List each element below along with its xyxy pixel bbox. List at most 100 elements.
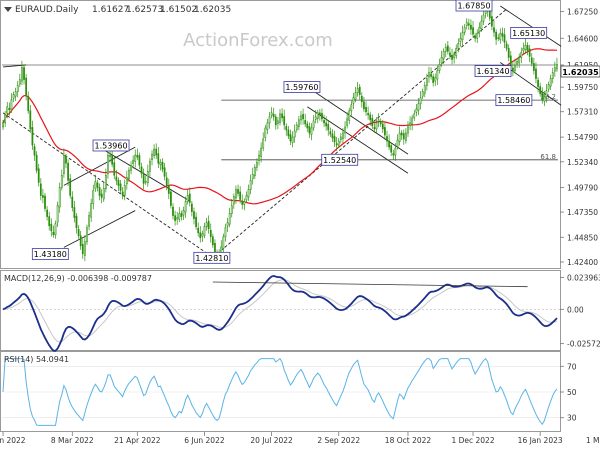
rsi-tick-label: 30 [567,414,577,423]
candle-body [260,147,262,157]
symbol-title: EURAUD.Daily [15,5,79,15]
candle-body [146,170,149,184]
candle-body [121,191,124,196]
candle-body [350,104,353,112]
candle-body [232,196,235,205]
candle-body [421,91,424,97]
falling-channel-upper-2 [500,5,562,47]
candle-body [195,216,197,227]
candle-body [455,48,458,57]
candle-body [553,67,556,72]
time-tick-label: 21 Apr 2022 [114,436,161,445]
level-box [495,94,533,107]
candle-body [149,160,151,172]
candle-body [279,113,281,123]
caret-down-icon[interactable] [4,7,12,12]
candle-body [520,52,523,58]
candle-body [214,243,216,254]
candle-body [482,14,485,22]
level-box [283,81,321,93]
candle-body [31,127,34,146]
candle-body [535,68,537,79]
candle-body [541,91,544,101]
rsi-tick-label: 50 [567,388,577,397]
candle-body [207,220,210,230]
candle-body [337,140,340,146]
candle-body [342,132,344,139]
candle-body [2,122,4,128]
candle-body [386,136,388,142]
time-tick-label: 2 Sep 2022 [317,436,360,445]
candle-body [432,76,435,83]
price-tick-label: 1.59750 [567,83,598,92]
candle-body [86,227,88,243]
candle-body [94,181,97,190]
candle-body [228,213,231,225]
candle-body [237,189,239,194]
candle-body [235,189,237,199]
candle-body [295,124,298,130]
level-box-label: 1.59760 [285,83,318,92]
candle-body [360,95,363,103]
candle-body [258,154,260,161]
candle-body [394,147,397,156]
candle-body [333,136,336,143]
candle-body [197,227,200,234]
candle-body [325,122,328,127]
time-tick-label: 21 Jan 2022 [0,436,26,445]
price-tick-label: 1.47350 [567,208,598,217]
candle-body [35,154,38,171]
candle-body [96,182,99,188]
macd-tick-label: 0.00 [567,305,584,314]
candle-body [543,96,546,102]
candle-body [396,139,399,147]
candle-body [29,110,32,130]
candle-body [90,203,93,218]
candle-body [33,146,36,156]
level-box-label: 1.53960 [94,141,127,150]
candle-body [230,205,233,214]
falling-dashed-trendline [2,112,212,257]
candle-body [470,24,472,30]
price-tick-label: 1.42400 [567,258,598,267]
candle-body [327,124,330,131]
candle-body [312,120,315,129]
candle-body [4,114,7,124]
candle-body [253,166,256,177]
candle-body [451,55,453,60]
candle-body [245,195,248,201]
candle-body [352,97,355,104]
candle-body [310,127,313,135]
ohlc-close: 1.62035 [194,5,231,15]
candle-body [205,222,208,228]
candle-body [56,205,59,223]
candle-body [444,47,447,52]
level-box [474,65,512,78]
candle-body [339,136,342,140]
candle-body [461,31,464,41]
candle-body [528,48,531,57]
candle-body [344,126,346,134]
candle-body [239,191,242,200]
rsi-tick-label: 70 [567,362,577,371]
rising-channel-upper [63,146,136,186]
candle-body [291,136,294,143]
candle-body [384,127,386,136]
candle-body [375,122,378,130]
candle-body [457,42,460,49]
candle-body [136,154,139,158]
candle-body [8,107,11,111]
candle-body [308,126,311,134]
candles [2,5,558,263]
candle-body [39,183,42,196]
time-tick-label: 8 Mar 2022 [51,436,94,445]
candle-body [463,26,466,33]
candle-body [545,90,548,98]
candle-body [323,120,325,124]
candle-body [266,122,269,130]
candle-body [331,133,334,139]
candle-body [176,217,179,220]
candle-body [241,200,244,205]
candle-body [530,57,533,64]
candle-body [306,123,309,129]
